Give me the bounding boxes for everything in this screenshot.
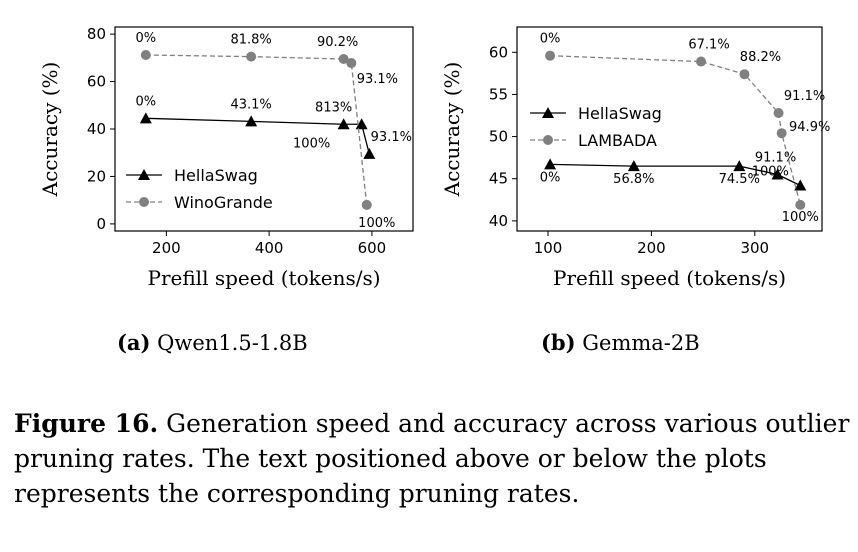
y-tick-label: 0 — [96, 215, 106, 233]
subcaption-a-text: Qwen1.5-1.8B — [157, 331, 308, 355]
data-label: 813% — [315, 100, 352, 115]
y-tick-label: 50 — [489, 128, 508, 146]
data-point-triangle — [245, 115, 258, 127]
data-point-triangle — [139, 112, 152, 124]
y-tick-label: 45 — [489, 170, 508, 188]
data-point-circle — [346, 58, 357, 69]
legend-marker — [139, 197, 149, 207]
data-point-circle — [246, 51, 257, 62]
data-point-triangle — [733, 160, 746, 172]
data-point-circle — [545, 50, 556, 61]
y-axis-label: Accuracy (%) — [440, 62, 464, 198]
data-label: 91.1% — [784, 89, 825, 104]
data-point-circle — [739, 69, 750, 80]
plot-frame — [516, 26, 823, 232]
x-tick-label: 600 — [358, 239, 387, 257]
y-tick-label: 40 — [489, 212, 508, 230]
series-line — [145, 117, 370, 155]
y-tick-label: 60 — [489, 43, 508, 61]
data-label: 100% — [782, 210, 819, 225]
data-point-triangle — [544, 158, 557, 170]
data-point-circle — [773, 107, 784, 118]
chart-gemma: 100 200 300 40 45 50 55 60 Prefill speed (tokens… — [440, 26, 830, 290]
legend-box — [124, 158, 294, 216]
x-tick-label: 400 — [255, 239, 284, 257]
data-label: 90.2% — [317, 35, 358, 50]
legend-box — [528, 96, 678, 150]
data-label: 43.1% — [230, 97, 271, 112]
data-label: 0% — [540, 32, 561, 47]
data-point-circle — [338, 54, 349, 65]
data-label: 74.5% — [719, 172, 760, 187]
x-tick-label: 300 — [740, 239, 769, 257]
subcaption-b-text: Gemma-2B — [582, 331, 700, 355]
data-point-triangle — [627, 160, 640, 172]
legend-marker — [543, 135, 553, 145]
subcaption-b: (b) Gemma-2B — [541, 330, 700, 355]
data-point-circle — [795, 199, 806, 210]
subcaption-a-tag: (a) — [117, 330, 151, 355]
data-point-circle — [776, 128, 787, 139]
y-tick-label: 80 — [87, 25, 106, 43]
legend-label: WinoGrande — [174, 193, 273, 212]
data-point-circle — [140, 49, 151, 60]
data-label: 93.1% — [371, 130, 412, 145]
legend-label: HellaSwag — [578, 104, 662, 123]
data-label: 100% — [293, 136, 330, 151]
data-point-triangle — [771, 168, 784, 180]
data-label: 94.9% — [789, 120, 830, 135]
data-point-triangle — [794, 179, 807, 191]
data-label: 0% — [136, 31, 157, 46]
data-point-triangle — [363, 147, 376, 159]
data-point-circle — [696, 56, 707, 67]
data-label: 67.1% — [688, 38, 729, 53]
data-label: 0% — [136, 94, 157, 109]
data-label: 81.8% — [230, 33, 271, 48]
y-tick-label: 40 — [87, 120, 106, 138]
figure-caption: Figure 16. Generation speed and accuracy… — [14, 406, 850, 511]
legend-marker — [138, 169, 150, 180]
x-tick-label: 200 — [152, 239, 181, 257]
x-tick-label: 100 — [534, 239, 563, 257]
subcaption-b-tag: (b) — [541, 330, 576, 355]
y-tick-label: 55 — [489, 85, 508, 103]
data-label: 91.1% — [755, 151, 796, 166]
data-label: 88.2% — [740, 50, 781, 65]
data-label: 100% — [358, 216, 395, 231]
x-tick-label: 200 — [637, 239, 666, 257]
figure-caption-label: Figure 16. — [14, 409, 159, 438]
subcaption-a: (a) Qwen1.5-1.8B — [117, 330, 308, 355]
data-point-triangle — [355, 118, 368, 130]
data-label: 0% — [540, 170, 561, 185]
y-tick-label: 20 — [87, 167, 106, 185]
data-label: 100% — [752, 164, 789, 179]
y-tick-label: 60 — [87, 73, 106, 91]
x-axis-label: Prefill speed (tokens/s) — [147, 266, 380, 290]
y-axis-label: Accuracy (%) — [38, 62, 62, 198]
chart-qwen: 200 400 600 0 20 40 60 80 Prefill speed (tokens/… — [38, 25, 414, 290]
series-line — [550, 55, 801, 206]
data-point-circle — [361, 199, 372, 210]
legend-marker — [542, 107, 554, 118]
legend-label: HellaSwag — [174, 166, 258, 185]
legend-label: LAMBADA — [578, 131, 657, 150]
data-label: 56.8% — [613, 172, 654, 187]
data-point-triangle — [337, 118, 350, 130]
data-label: 93.1% — [357, 72, 398, 87]
figure-caption-text: Generation speed and accuracy across var… — [14, 409, 850, 508]
x-axis-label: Prefill speed (tokens/s) — [553, 266, 786, 290]
